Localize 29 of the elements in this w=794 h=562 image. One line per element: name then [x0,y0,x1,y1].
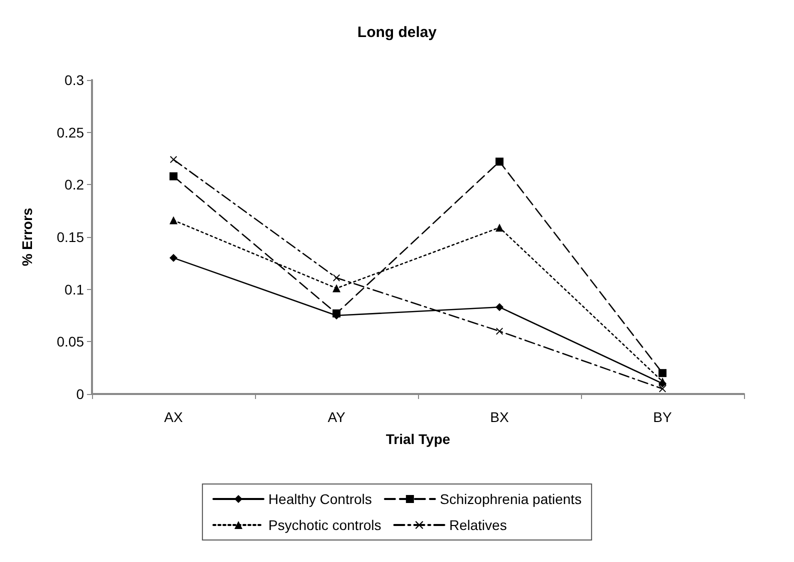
point [332,284,340,292]
legend-label: Healthy Controls [268,491,372,507]
y-axis-title: % Errors [19,208,35,266]
y-tick-label: 0.15 [56,229,84,245]
point [333,274,340,282]
point [496,224,504,232]
chart-title: Long delay [357,24,438,41]
x-axis-title: Trial Type [386,431,450,447]
x-tick-label: BY [653,409,672,425]
point [496,328,503,335]
x-tick-label: AX [164,409,184,425]
y-tick-label: 0.05 [56,334,84,350]
point [496,303,504,312]
x-tick-label: BX [490,409,510,425]
point [496,158,504,166]
legend-label: Psychotic controls [268,517,382,533]
y-tick-label: 0.2 [64,176,84,193]
legend-label: Schizophrenia patients [440,491,582,507]
point [170,172,178,180]
y-tick-label: 0.3 [64,72,84,88]
point [170,156,177,164]
point [658,369,666,378]
legend-label: Relatives [449,517,507,533]
point [170,254,178,262]
y-tick-label: 0 [76,386,84,402]
y-tick-label: 0.1 [64,281,84,298]
y-tick-label: 0.25 [56,124,84,140]
point [170,216,178,224]
x-tick-label: AY [328,409,346,425]
